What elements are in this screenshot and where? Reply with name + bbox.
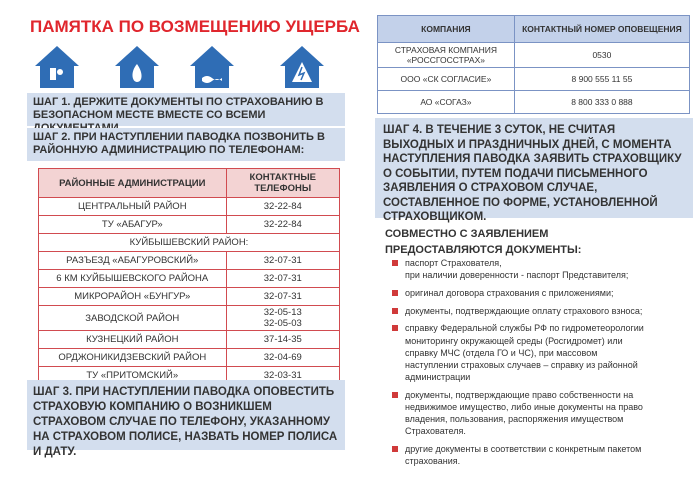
text-line: другие документы в соответствии с конкре… [405,444,642,455]
text-line: справку МЧС (отдела ГО и ЧС), при массов… [405,347,598,358]
text-line: справку Федеральной службы РФ по гидроме… [405,323,644,334]
text-line: паспорт Страхователя, [405,258,502,268]
cell: СТРАХОВАЯ КОМПАНИЯ «РОССГОССТРАХ» [377,42,515,68]
cell: 32-22-84 [225,215,341,234]
step: ШАГ 1. ДЕРЖИТЕ ДОКУМЕНТЫ ПО СТРАХОВАНИЮ … [27,93,345,134]
list-item: оригинал договора страхования с приложен… [392,287,692,299]
header-cell: КОНТАКТНЫЕ ТЕЛЕФОНЫ [225,168,341,198]
header-cell: РАЙОННЫЕ АДМИНИСТРАЦИИ [38,168,227,198]
text-line: 32-22-84 [263,219,302,230]
text-line: СОВМЕСТНО С ЗАЯВЛЕНИЕМ [385,228,549,240]
text-line: 32-03-31 [263,370,302,381]
text-line: документы, подтверждающие оплату страхов… [405,305,643,316]
text-line: администрации [405,372,471,383]
text-line: СТРАХОВАЯ КОМПАНИЯ [394,45,497,55]
text-line: АО «СОГАЗ» [420,97,472,107]
text-line: при наличии доверенности - паспорт Предс… [405,270,629,281]
text-line: 32-04-69 [263,352,302,363]
step: ШАГ 3. ПРИ НАСТУПЛЕНИИ ПАВОДКА ОПОВЕСТИТ… [27,380,345,458]
row: ЦЕНТРАЛЬНЫЙ РАЙОН 32-22-84 [38,197,341,216]
cell: 32-07-31 [225,287,341,306]
row: РАЗЪЕЗД «АБАГУРОВСКИЙ» 32-07-31 [38,251,341,270]
text-line: 32-22-84 [263,201,302,212]
icons [35,46,324,88]
cell: ЦЕНТРАЛЬНЫЙ РАЙОН [38,197,227,216]
cell: КУЗНЕЦКИЙ РАЙОН [38,330,227,349]
documents-list: паспорт Страхователя, при наличии доверен… [392,257,692,473]
text-line: наступлении страховых случаев – справку … [405,359,638,370]
insurer-table: КОМПАНИЯ КОНТАКТНЫЙ НОМЕР ОПОВЕЩЕНИЯ СТРАХ… [377,15,691,114]
text-line: владения, пользования, распоряжения имущ… [405,414,624,425]
header-cell: КОМПАНИЯ [377,15,515,43]
text-line: страхования. [405,456,461,467]
row: ТУ «АБАГУР» 32-22-84 [38,215,341,234]
cell: 8 900 555 11 55 [513,67,691,91]
row: КУЗНЕЦКИЙ РАЙОН 37-14-35 [38,330,341,349]
header-row: РАЙОННЫЕ АДМИНИСТРАЦИИ КОНТАКТНЫЕ ТЕЛЕФОН… [38,168,341,198]
row: КУЙБЫШЕВСКИЙ РАЙОН: [38,233,340,252]
documents-heading: СОВМЕСТНО С ЗАЯВЛЕНИЕМ ПРЕДОСТАВЛЯЮТСЯ ДО… [385,226,581,258]
text-line: мониторингу окружающей среды (Росгидроме… [405,335,623,346]
text-line: Страхователя. [405,426,466,437]
cell: РАЗЪЕЗД «АБАГУРОВСКИЙ» [38,251,227,270]
text-line: документы, подтверждающие право собствен… [405,389,634,400]
cell: ООО «СК СОГЛАСИЕ» [377,67,515,91]
cell: МИКРОРАЙОН «БУНГУР» [38,287,227,306]
cell: КУЙБЫШЕВСКИЙ РАЙОН: [38,233,340,252]
cell: 37-14-35 [225,330,341,349]
row: 6 КМ КУЙБЫШЕВСКОГО РАЙОНА 32-07-31 [38,269,341,288]
cell: АО «СОГАЗ» [377,90,515,114]
text-line: недвижимое имущество, либо иные документ… [405,402,643,413]
cell: 32-04-69 [225,348,341,367]
step: ШАГ 4. В ТЕЧЕНИЕ 3 СУТОК, НЕ СЧИТАЯ ВЫХО… [375,118,693,223]
cell: 32-22-84 [225,197,341,216]
cell: 32-07-31 [225,251,341,270]
list-item: другие документы в соответствии с конкре… [392,443,692,467]
row: СТРАХОВАЯ КОМПАНИЯ «РОССГОССТРАХ» 0530 [377,42,691,68]
list-item: справку Федеральной службы РФ по гидроме… [392,322,692,383]
header-cell: КОНТАКТНЫЙ НОМЕР ОПОВЕЩЕНИЯ [513,15,691,43]
row: АО «СОГАЗ» 8 800 333 0 888 [377,90,691,114]
cell: ОРДЖОНИКИДЗЕВСКИЙ РАЙОН [38,348,227,367]
text-line: 37-14-35 [263,334,302,345]
list-item: паспорт Страхователя, при наличии доверен… [392,257,692,281]
text-line: оригинал договора страхования с приложен… [405,287,614,298]
row: ООО «СК СОГЛАСИЕ» 8 900 555 11 55 [377,67,691,91]
step: ШАГ 2. ПРИ НАСТУПЛЕНИИ ПАВОДКА ПОЗВОНИТЬ… [27,128,345,161]
cell: 8 800 333 0 888 [513,90,691,114]
cell: 32-07-31 [225,269,341,288]
text-line: 32-05-03 [263,318,302,329]
cell: ТУ «АБАГУР» [38,215,227,234]
title: ПАМЯТКА ПО ВОЗМЕЩЕНИЮ УЩЕРБА [30,17,360,36]
text-line: ООО «СК СОГЛАСИЕ» [400,74,492,84]
text-line: 32-07-31 [263,255,302,266]
text-line: 32-07-31 [263,291,302,302]
list-item: документы, подтверждающие право собствен… [392,389,692,438]
row: ОРДЖОНИКИДЗЕВСКИЙ РАЙОН 32-04-69 [38,348,341,367]
admin-table: РАЙОННЫЕ АДМИНИСТРАЦИИ КОНТАКТНЫЕ ТЕЛЕФОН… [38,168,341,385]
cell: 0530 [513,42,691,68]
text-line: 32-07-31 [263,273,302,284]
list-item: документы, подтверждающие оплату страхов… [392,305,692,317]
text-line: ПРЕДОСТАВЛЯЮТСЯ ДОКУМЕНТЫ: [385,244,582,256]
text-line: 32-05-13 [263,307,302,318]
header-row: КОМПАНИЯ КОНТАКТНЫЙ НОМЕР ОПОВЕЩЕНИЯ [377,15,691,43]
row: МИКРОРАЙОН «БУНГУР» 32-07-31 [38,287,341,306]
row: ЗАВОДСКОЙ РАЙОН 32-05-13 32-05-03 [38,305,341,331]
text-line: «РОССГОССТРАХ» [406,55,486,65]
cell: 32-05-13 32-05-03 [225,305,341,331]
cell: 6 КМ КУЙБЫШЕВСКОГО РАЙОНА [38,269,227,288]
cell: ЗАВОДСКОЙ РАЙОН [38,305,227,331]
